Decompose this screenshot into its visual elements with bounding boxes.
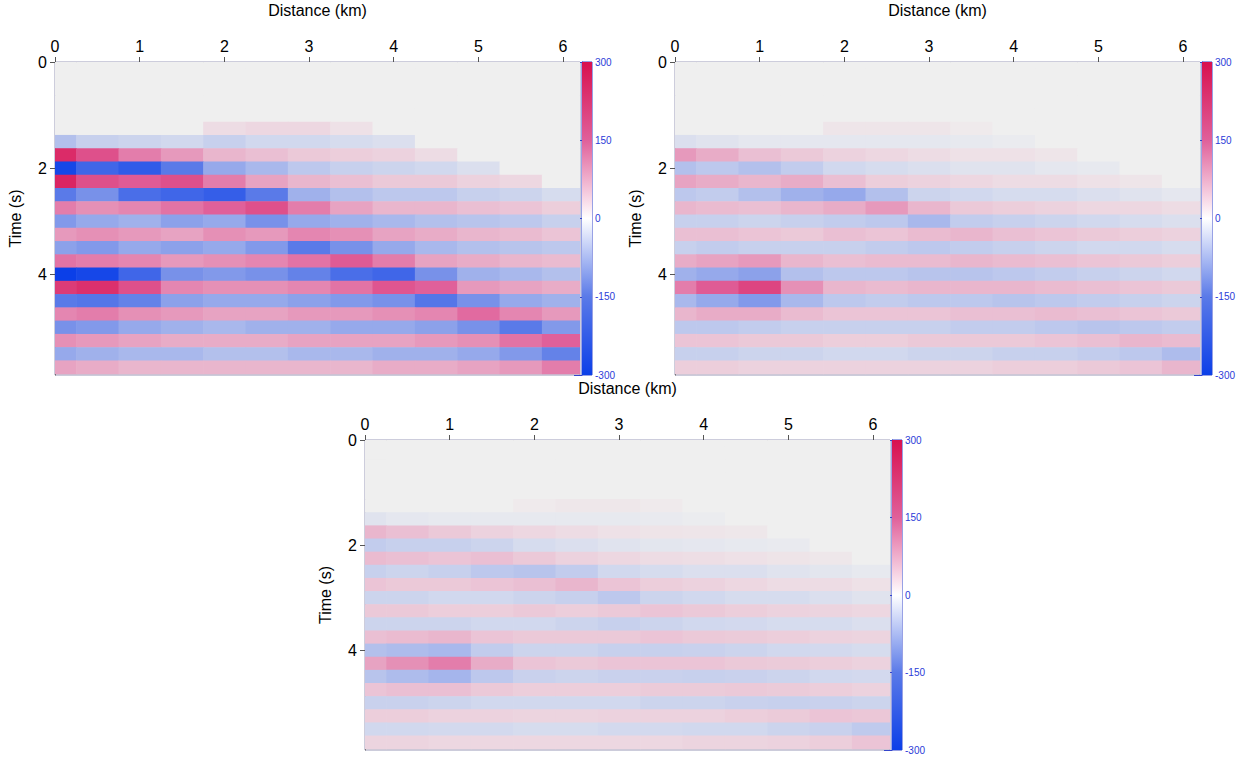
- svg-text:3: 3: [925, 38, 934, 55]
- svg-text:5: 5: [474, 38, 483, 55]
- svg-text:Distance (km): Distance (km): [268, 2, 367, 19]
- svg-text:300: 300: [595, 57, 612, 68]
- svg-text:0: 0: [38, 54, 47, 71]
- svg-text:4: 4: [699, 416, 708, 433]
- svg-text:6: 6: [1179, 38, 1188, 55]
- svg-text:-300: -300: [905, 745, 925, 756]
- svg-text:4: 4: [658, 266, 667, 283]
- svg-text:4: 4: [389, 38, 398, 55]
- svg-text:2: 2: [220, 38, 229, 55]
- svg-text:0: 0: [51, 38, 60, 55]
- svg-text:150: 150: [905, 512, 922, 523]
- svg-text:150: 150: [1215, 135, 1232, 146]
- svg-text:Distance (km): Distance (km): [888, 2, 987, 19]
- svg-text:300: 300: [905, 435, 922, 446]
- svg-text:6: 6: [869, 416, 878, 433]
- svg-text:Time (s): Time (s): [7, 189, 24, 247]
- svg-text:-150: -150: [1215, 291, 1235, 302]
- svg-text:-150: -150: [595, 291, 615, 302]
- svg-text:1: 1: [755, 38, 764, 55]
- svg-text:-300: -300: [1215, 370, 1235, 381]
- svg-text:5: 5: [784, 416, 793, 433]
- svg-text:Distance (km): Distance (km): [578, 380, 677, 397]
- svg-text:5: 5: [1094, 38, 1103, 55]
- svg-text:4: 4: [348, 642, 357, 659]
- svg-text:0: 0: [348, 432, 357, 449]
- svg-text:-300: -300: [595, 370, 615, 381]
- svg-text:2: 2: [840, 38, 849, 55]
- svg-text:0: 0: [595, 213, 601, 224]
- svg-text:6: 6: [559, 38, 568, 55]
- svg-text:Time (s): Time (s): [627, 189, 644, 247]
- svg-text:3: 3: [615, 416, 624, 433]
- svg-text:0: 0: [905, 590, 911, 601]
- svg-text:1: 1: [445, 416, 454, 433]
- svg-text:4: 4: [1009, 38, 1018, 55]
- svg-text:2: 2: [38, 160, 47, 177]
- svg-text:2: 2: [348, 537, 357, 554]
- svg-text:-150: -150: [905, 667, 925, 678]
- svg-text:0: 0: [658, 54, 667, 71]
- svg-text:150: 150: [595, 135, 612, 146]
- svg-text:300: 300: [1215, 57, 1232, 68]
- svg-text:4: 4: [38, 266, 47, 283]
- svg-text:2: 2: [658, 160, 667, 177]
- svg-text:0: 0: [1215, 213, 1221, 224]
- svg-text:3: 3: [305, 38, 314, 55]
- svg-text:0: 0: [671, 38, 680, 55]
- svg-text:Time (s): Time (s): [317, 566, 334, 624]
- svg-text:2: 2: [530, 416, 539, 433]
- svg-text:1: 1: [135, 38, 144, 55]
- svg-text:0: 0: [361, 416, 370, 433]
